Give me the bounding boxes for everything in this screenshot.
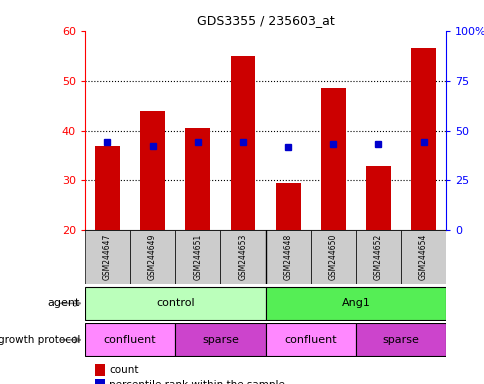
Bar [95,146,120,230]
Text: confluent: confluent [104,335,156,345]
Bar [185,128,210,230]
Bar [230,56,255,230]
Bar [355,323,445,356]
Text: growth protocol: growth protocol [0,335,80,345]
Bar [140,111,165,230]
Title: GDS3355 / 235603_at: GDS3355 / 235603_at [196,14,334,27]
Bar [320,88,345,230]
Bar [355,230,400,284]
Bar [220,230,265,284]
Text: sparse: sparse [201,335,238,345]
Bar [85,323,175,356]
Bar [265,323,355,356]
Text: GSM244651: GSM244651 [193,234,202,280]
Text: control: control [155,298,194,308]
Bar [400,230,445,284]
Bar [85,287,265,320]
Text: GSM244654: GSM244654 [418,234,427,280]
Text: agent: agent [47,298,80,308]
Bar [265,287,445,320]
Bar [85,230,130,284]
Bar [310,230,355,284]
Text: confluent: confluent [284,335,336,345]
Text: GSM244652: GSM244652 [373,234,382,280]
Bar [275,183,300,230]
Bar [175,230,220,284]
Text: GSM244653: GSM244653 [238,234,247,280]
Text: percentile rank within the sample: percentile rank within the sample [109,380,285,384]
Text: Ang1: Ang1 [341,298,370,308]
Bar [365,166,390,230]
Text: GSM244647: GSM244647 [103,234,112,280]
Bar [410,48,435,230]
Text: GSM244650: GSM244650 [328,234,337,280]
Text: GSM244648: GSM244648 [283,234,292,280]
Text: GSM244649: GSM244649 [148,234,157,280]
Bar [265,230,310,284]
Bar [130,230,175,284]
Bar [175,323,265,356]
Text: sparse: sparse [382,335,419,345]
Text: count: count [109,365,138,375]
